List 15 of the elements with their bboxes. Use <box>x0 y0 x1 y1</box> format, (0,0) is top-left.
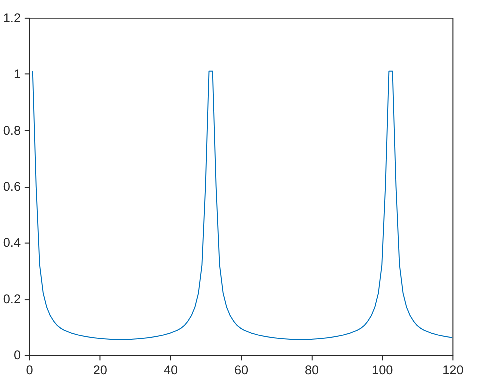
line-series <box>32 70 453 340</box>
y-tick-label: 1.2 <box>3 10 22 26</box>
x-tick-label: 100 <box>372 362 394 378</box>
x-tick-label: 60 <box>234 362 249 378</box>
x-tick-label: 20 <box>93 362 108 378</box>
y-tick-label: 0.2 <box>3 291 22 306</box>
x-tick-label: 40 <box>164 362 178 378</box>
y-tick-label: 0 <box>14 348 22 363</box>
x-tick-label: 80 <box>304 362 320 378</box>
x-tick-label: 120 <box>442 362 464 378</box>
y-tick-label: 0.4 <box>3 235 22 250</box>
y-tick-label: 0.6 <box>3 179 22 194</box>
y-tick-label: 0.8 <box>3 122 22 138</box>
y-tick-label: 1 <box>14 66 22 82</box>
x-tick-label: 0 <box>26 362 34 378</box>
